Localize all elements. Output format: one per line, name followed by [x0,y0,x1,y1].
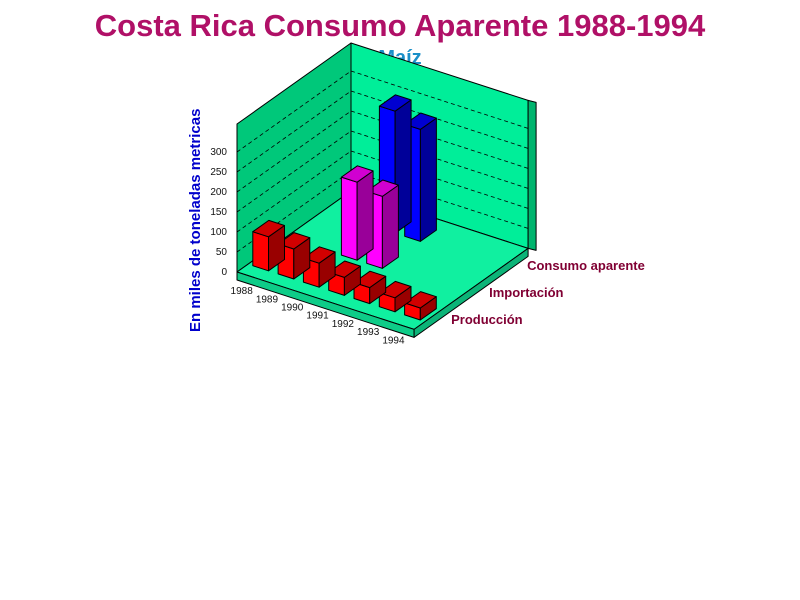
bar-Importación-1990 [340,165,374,261]
bar-side [419,117,437,242]
y-axis-label: En miles de toneladas metricas [187,109,204,332]
bar-top [366,179,399,197]
bar-top [353,270,387,289]
bar-Producción-1992 [353,270,387,305]
x-tick-label: 1990 [281,303,304,314]
bar-top [340,165,374,183]
y-tick-label: 250 [210,167,227,178]
gridline-left [236,70,352,153]
y-tick-label: 300 [210,147,227,158]
gridline-left [236,130,352,213]
y-tick-label: 50 [216,247,228,258]
bar-front [340,176,358,261]
bar-Producción-1994 [404,291,437,321]
bar-top [302,246,336,264]
bar-Producción-1993 [378,280,412,313]
series-label: Producción [451,312,523,327]
bar-Producción-1988 [252,219,285,272]
chart-bars [252,94,437,321]
series-label: Consumo aparente [527,258,645,273]
x-tick-label: 1989 [256,294,279,305]
gridline-left [236,150,352,233]
bar-top [404,112,437,130]
bar-Importación-1991 [366,179,399,269]
chart-labels: 0501001502002503001988198919901991199219… [210,147,645,346]
series-label: Importación [489,285,563,300]
x-tick-label: 1993 [357,327,380,338]
x-tick-label: 1994 [382,335,405,346]
back-wall-edge [527,99,537,251]
bar-top [378,94,412,112]
bar-front [252,231,269,272]
floor-side-edge [413,247,529,338]
y-tick-label: 0 [221,267,227,278]
bar-top [277,232,311,250]
x-tick-label: 1991 [306,311,329,322]
chart-title: Costa Rica Consumo Aparente 1988-1994 [94,8,706,43]
bar-top [378,280,412,299]
chart-walls [236,42,537,338]
gridline-back [350,70,529,129]
x-tick-label: 1988 [231,286,254,297]
gridline-left [236,110,352,193]
gridline-left [236,90,352,173]
y-tick-label: 150 [210,207,227,218]
bar-top [252,219,285,238]
gridline-back [350,90,529,149]
y-tick-label: 200 [210,187,227,198]
x-tick-label: 1992 [332,319,355,330]
y-tick-label: 100 [210,227,227,238]
bar-top [404,291,437,309]
bar-side [356,170,374,261]
bar-side [381,184,399,269]
bar-top [328,260,361,278]
